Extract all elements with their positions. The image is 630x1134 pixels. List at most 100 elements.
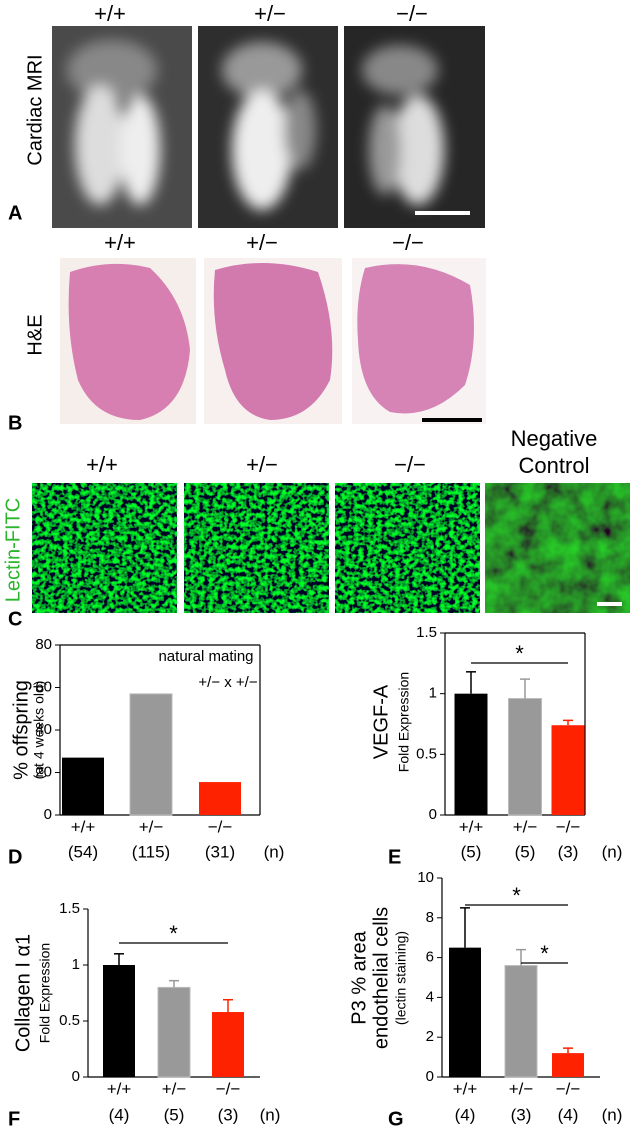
n-label: (n) — [260, 1105, 281, 1124]
genotype-label: +/+ — [104, 230, 136, 255]
row-label: H&E — [24, 314, 46, 355]
mri-image — [344, 26, 485, 228]
significance-star: * — [540, 941, 549, 966]
y-tick-label: 0.5 — [59, 1012, 80, 1029]
y-axis-subtitle: (at 4 weeks old) — [31, 681, 47, 780]
count-label: (5) — [515, 842, 536, 861]
x-tick-label: −/− — [216, 1079, 241, 1098]
y-axis-title: endothelial cells — [370, 907, 392, 1049]
row-label: Lectin-FITC — [2, 498, 24, 602]
x-tick-label: +/− — [513, 817, 538, 836]
bar — [157, 986, 191, 1078]
y-tick-label: 0 — [429, 806, 437, 823]
he-heart — [357, 264, 474, 414]
x-tick-label: +/+ — [71, 817, 96, 836]
he-image — [60, 258, 196, 424]
panel-letter: C — [8, 608, 22, 630]
genotype-label: −/− — [394, 452, 426, 477]
y-axis-subtitle: Fold Expression — [37, 943, 53, 1043]
he-heart — [68, 263, 190, 420]
y-axis-subtitle: (lectin staining) — [393, 931, 409, 1025]
count-label: (5) — [164, 1105, 185, 1124]
y-tick-label: 2 — [426, 1028, 434, 1045]
y-axis-title: VEGF-A — [370, 684, 392, 759]
mri-heart — [67, 40, 160, 205]
mri-image — [52, 26, 192, 228]
panel-letter: E — [388, 846, 401, 868]
x-tick-label: −/− — [556, 817, 581, 836]
y-axis-title: % offspring — [10, 680, 32, 780]
x-tick-label: +/+ — [459, 817, 484, 836]
bar — [212, 1012, 244, 1077]
mri-image — [198, 26, 338, 228]
panel-letter: G — [388, 1108, 404, 1130]
y-tick-label: 0 — [44, 806, 52, 823]
bar — [103, 965, 135, 1077]
y-tick-label: 10 — [417, 869, 434, 886]
lectin-image — [184, 483, 329, 613]
mri-heart — [362, 45, 444, 205]
n-label: (n) — [264, 842, 285, 861]
y-tick-label: 1 — [429, 685, 437, 702]
annotation: natural mating — [158, 648, 253, 665]
lectin-image — [32, 483, 177, 613]
control-label: Control — [519, 453, 590, 478]
y-axis-subtitle: Fold Expression — [396, 672, 412, 772]
bar — [199, 782, 241, 815]
x-tick-label: −/− — [556, 1079, 581, 1098]
bar — [551, 725, 585, 815]
he-image — [204, 258, 342, 424]
n-label: (n) — [602, 842, 623, 861]
he-heart — [213, 262, 333, 420]
he-image — [352, 258, 486, 424]
panel-letter: D — [8, 846, 22, 868]
bar — [454, 693, 488, 815]
genotype-label: +/− — [254, 1, 286, 26]
genotype-label: +/− — [246, 230, 278, 255]
count-label: (5) — [461, 842, 482, 861]
y-tick-label: 60 — [35, 678, 52, 695]
count-label: (3) — [511, 1105, 532, 1124]
y-tick-label: 4 — [426, 988, 434, 1005]
y-tick-label: 0 — [72, 1068, 80, 1085]
panel-letter: F — [8, 1108, 20, 1130]
count-label: (115) — [132, 842, 170, 861]
x-tick-label: +/+ — [453, 1079, 478, 1098]
genotype-label: +/+ — [86, 452, 118, 477]
count-label: (4) — [109, 1105, 130, 1124]
x-tick-label: −/− — [208, 817, 233, 836]
y-tick-label: 40 — [35, 721, 52, 738]
y-tick-label: 20 — [35, 763, 52, 780]
y-tick-label: 0 — [426, 1068, 434, 1085]
lectin-image — [485, 483, 630, 613]
y-tick-label: 1.5 — [416, 624, 437, 641]
bar — [62, 757, 104, 815]
bar — [552, 1053, 584, 1077]
y-tick-label: 8 — [426, 909, 434, 926]
annotation: +/− x +/− — [198, 674, 257, 691]
x-tick-label: +/− — [509, 1079, 534, 1098]
significance-star: * — [512, 883, 521, 908]
panel-letter: B — [8, 412, 22, 434]
y-axis-title: Collagen I α1 — [12, 934, 34, 1052]
count-label: (4) — [455, 1105, 476, 1124]
y-axis-title: P3 % area — [348, 930, 370, 1024]
count-label: (31) — [205, 842, 235, 861]
y-tick-label: 6 — [426, 949, 434, 966]
bar — [129, 693, 173, 816]
significance-star: * — [169, 921, 178, 946]
significance-star: * — [515, 641, 524, 666]
x-tick-label: +/+ — [107, 1079, 132, 1098]
genotype-label: +/+ — [94, 1, 126, 26]
y-tick-label: 80 — [35, 636, 52, 653]
panel-letter: A — [8, 202, 22, 224]
y-tick-label: 1 — [72, 956, 80, 973]
row-label: Cardiac MRI — [24, 54, 46, 165]
lectin-image — [335, 483, 480, 613]
genotype-label: +/− — [246, 452, 278, 477]
genotype-label: −/− — [396, 1, 428, 26]
bar — [449, 947, 481, 1077]
y-tick-label: 1.5 — [59, 900, 80, 917]
